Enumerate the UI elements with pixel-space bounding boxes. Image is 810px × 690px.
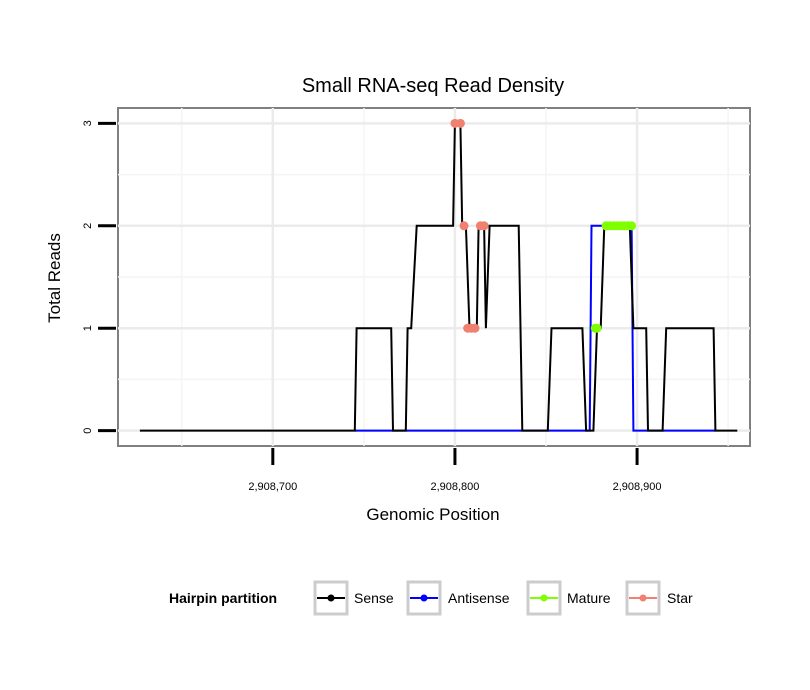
- x-tick-label: 2,908,700: [248, 481, 297, 493]
- y-tick-label: 1: [82, 325, 94, 331]
- x-tick-label: 2,908,800: [430, 481, 479, 493]
- x-axis: 2,908,700 2,908,800 2,908,900: [248, 448, 662, 493]
- legend-label: Mature: [567, 590, 611, 606]
- x-tick-label: 2,908,900: [613, 481, 662, 493]
- x-axis-title: Genomic Position: [366, 505, 499, 524]
- data-point-star: [459, 221, 469, 231]
- legend-title: Hairpin partition: [169, 590, 277, 606]
- y-tick-label: 0: [82, 428, 94, 434]
- data-point-star: [470, 323, 480, 333]
- legend-key-point: [639, 594, 647, 602]
- legend-label: Sense: [354, 590, 394, 606]
- series-markers: [450, 118, 637, 333]
- data-point-star: [455, 118, 465, 128]
- legend: Hairpin partition Sense Antisense Mature St…: [169, 580, 693, 616]
- chart-title: Small RNA-seq Read Density: [302, 75, 564, 97]
- y-axis: 0 1 2 3: [82, 120, 116, 434]
- data-point-star: [479, 221, 489, 231]
- legend-label: Star: [667, 590, 693, 606]
- legend-key-point: [327, 594, 335, 602]
- legend-label: Antisense: [448, 590, 510, 606]
- legend-key-point: [420, 594, 428, 602]
- y-axis-title: Total Reads: [45, 233, 64, 323]
- y-tick-label: 3: [82, 120, 94, 126]
- data-point-mature: [592, 323, 602, 333]
- y-tick-label: 2: [82, 223, 94, 229]
- series-line-sense: [139, 122, 738, 432]
- legend-key-point: [540, 594, 548, 602]
- data-point-mature: [627, 221, 637, 231]
